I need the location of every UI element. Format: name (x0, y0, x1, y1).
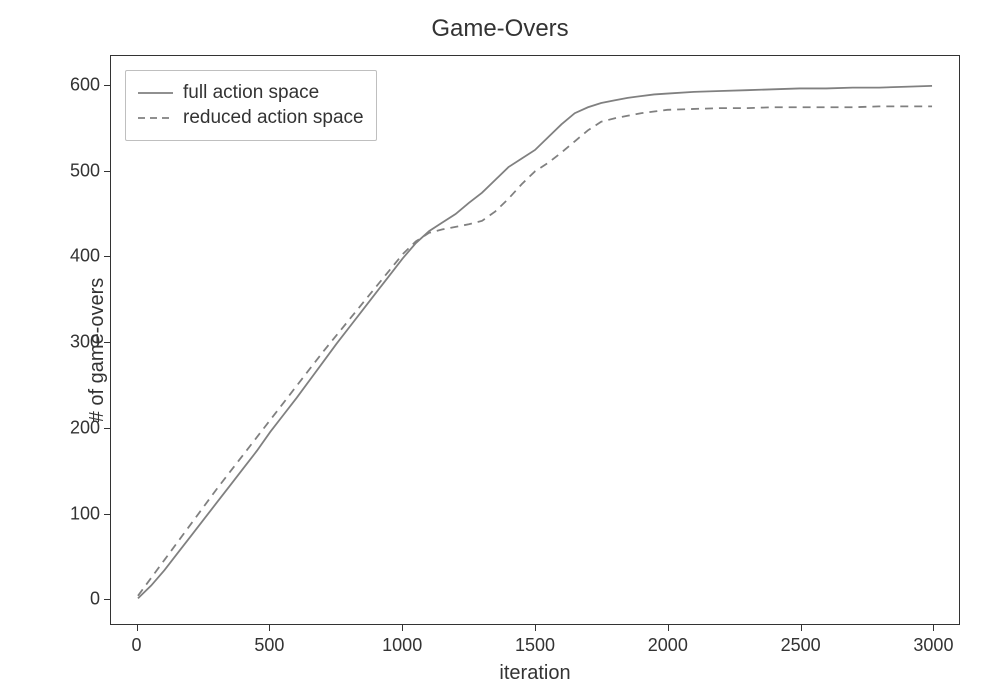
xtick-mark (535, 625, 536, 631)
legend-item-reduced: reduced action space (138, 107, 364, 129)
xtick-label: 0 (132, 635, 142, 656)
xtick-mark (801, 625, 802, 631)
legend-label-reduced: reduced action space (183, 107, 364, 129)
ytick-mark (104, 599, 110, 600)
ytick-label: 200 (40, 417, 100, 438)
xtick-mark (933, 625, 934, 631)
legend-line-dashed (138, 111, 173, 125)
ytick-label: 600 (40, 75, 100, 96)
xtick-label: 1500 (515, 635, 555, 656)
xtick-mark (137, 625, 138, 631)
xtick-mark (668, 625, 669, 631)
ytick-mark (104, 342, 110, 343)
legend-item-full: full action space (138, 82, 364, 104)
chart-lines-svg (111, 56, 959, 624)
series-line (138, 86, 932, 598)
ytick-mark (104, 428, 110, 429)
xtick-label: 2000 (648, 635, 688, 656)
ytick-mark (104, 256, 110, 257)
chart-title: Game-Overs (0, 15, 1000, 43)
xtick-mark (402, 625, 403, 631)
xtick-mark (269, 625, 270, 631)
legend-line-solid (138, 86, 173, 100)
x-axis-label: iteration (110, 662, 960, 685)
ytick-label: 100 (40, 503, 100, 524)
legend-label-full: full action space (183, 82, 319, 104)
ytick-mark (104, 171, 110, 172)
legend: full action space reduced action space (125, 70, 377, 141)
xtick-label: 2500 (781, 635, 821, 656)
series-line (138, 106, 932, 595)
ytick-mark (104, 85, 110, 86)
ytick-label: 500 (40, 160, 100, 181)
chart-container: Game-Overs # of game-overs iteration 050… (0, 0, 1000, 700)
ytick-label: 400 (40, 246, 100, 267)
xtick-label: 500 (254, 635, 284, 656)
ytick-label: 300 (40, 332, 100, 353)
xtick-label: 1000 (382, 635, 422, 656)
ytick-mark (104, 514, 110, 515)
ytick-label: 0 (40, 589, 100, 610)
xtick-label: 3000 (913, 635, 953, 656)
